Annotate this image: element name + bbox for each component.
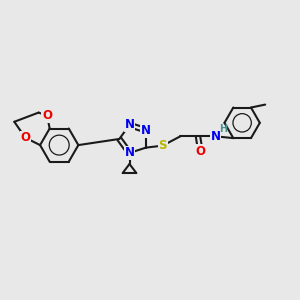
Text: N: N [124,118,134,131]
Text: N: N [141,124,151,137]
Text: H: H [219,124,227,134]
Text: N: N [124,146,134,160]
Text: N: N [211,130,220,143]
Text: O: O [20,131,30,144]
Text: S: S [158,139,167,152]
Text: O: O [195,145,206,158]
Text: O: O [42,109,52,122]
